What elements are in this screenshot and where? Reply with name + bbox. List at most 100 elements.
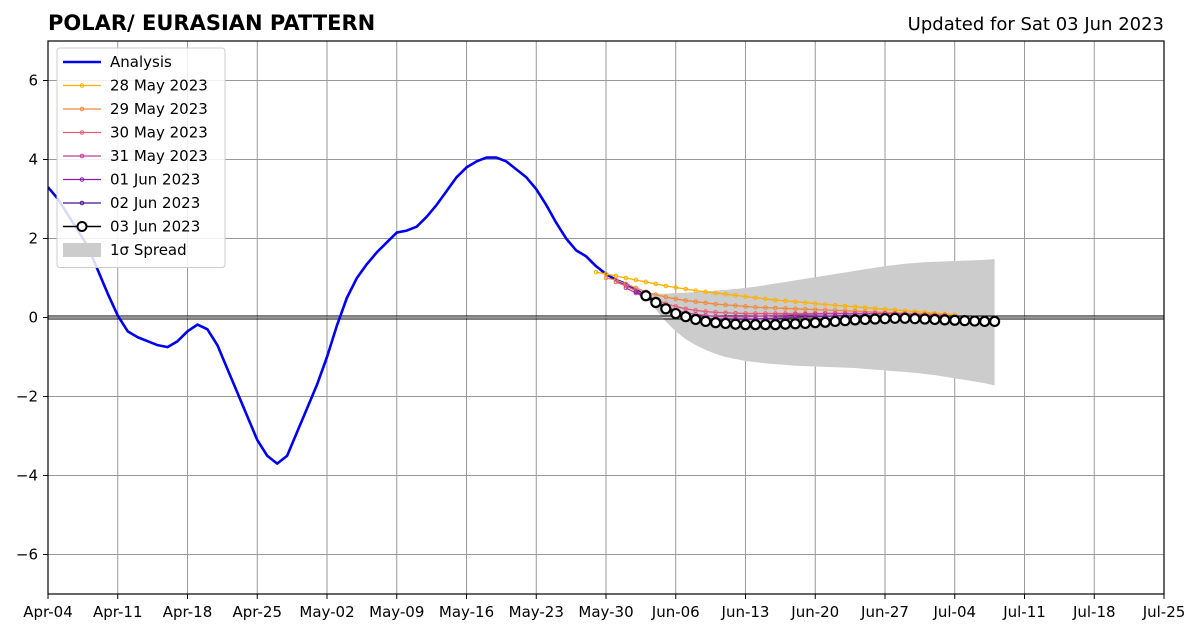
x-tick-label: Apr-11 bbox=[93, 603, 143, 621]
forecast-point bbox=[749, 319, 762, 331]
forecast-point bbox=[849, 314, 861, 326]
forecast-point bbox=[653, 281, 659, 287]
forecast-point bbox=[733, 314, 738, 320]
forecast-point bbox=[603, 275, 609, 281]
legend-forecast-marker bbox=[79, 130, 85, 135]
y-tick-label: −6 bbox=[16, 546, 38, 564]
x-tick-label: Apr-18 bbox=[163, 603, 213, 621]
forecast-point bbox=[802, 312, 808, 317]
forecast-point bbox=[822, 302, 828, 307]
forecast-point bbox=[793, 299, 798, 305]
x-tick-label: Jul-25 bbox=[1142, 603, 1186, 621]
forecast-point bbox=[673, 296, 679, 302]
legend-box bbox=[56, 47, 226, 268]
legend-spread-swatch bbox=[63, 243, 101, 257]
y-tick-label: 6 bbox=[28, 72, 38, 90]
y-tick-label: −2 bbox=[16, 388, 38, 406]
forecast-point bbox=[759, 319, 772, 331]
forecast-point bbox=[829, 315, 841, 328]
forecast-point bbox=[879, 313, 891, 325]
forecast-point bbox=[799, 317, 811, 330]
forecast-point bbox=[613, 277, 619, 283]
x-tick-label: Jun-20 bbox=[790, 603, 839, 621]
y-tick-label: −4 bbox=[16, 467, 38, 485]
forecast-point bbox=[822, 311, 828, 316]
forecast-point bbox=[839, 315, 851, 327]
forecast-point bbox=[733, 293, 738, 298]
forecast-point bbox=[723, 302, 728, 308]
forecast-point bbox=[640, 290, 652, 302]
forecast-point bbox=[773, 313, 778, 318]
forecast-point bbox=[663, 294, 669, 300]
legend-forecast-label: 29 May 2023 bbox=[110, 100, 208, 118]
plot-area bbox=[48, 156, 1164, 465]
forecast-point bbox=[743, 314, 748, 320]
x-tick-label: May-23 bbox=[509, 603, 564, 621]
forecast-point bbox=[769, 319, 781, 331]
legend-forecast-label: 31 May 2023 bbox=[110, 147, 208, 165]
forecast-point bbox=[939, 314, 951, 326]
x-tick-label: Jul-11 bbox=[1002, 603, 1046, 621]
forecast-point bbox=[763, 305, 768, 310]
forecast-point bbox=[783, 298, 788, 304]
forecast-point bbox=[773, 305, 778, 311]
legend-forecast-marker bbox=[79, 106, 85, 112]
forecast-point bbox=[693, 299, 698, 305]
forecast-point bbox=[793, 312, 798, 318]
legend-forecast-label: 30 May 2023 bbox=[110, 124, 208, 142]
x-tick-label: Apr-25 bbox=[233, 603, 283, 621]
forecast-point bbox=[633, 277, 639, 283]
x-tick-label: May-09 bbox=[369, 603, 424, 621]
forecast-point bbox=[929, 313, 941, 326]
forecast-point bbox=[703, 289, 708, 295]
legend-forecast-marker bbox=[79, 153, 85, 159]
forecast-point bbox=[723, 291, 728, 297]
forecast-point bbox=[979, 315, 991, 328]
axis-ticks: Apr-04 Apr-11 Apr-18 Apr-25 May-02 May-09 May-… bbox=[16, 72, 1185, 622]
x-tick-label: Jun-13 bbox=[721, 603, 770, 621]
forecast-point bbox=[909, 313, 921, 325]
analysis-line bbox=[48, 156, 647, 465]
legend-analysis-label: Analysis bbox=[110, 53, 172, 71]
forecast-point bbox=[753, 304, 758, 310]
forecast-point bbox=[680, 311, 692, 323]
x-tick-label: Jul-04 bbox=[932, 603, 976, 621]
legend-forecast-marker bbox=[79, 200, 85, 206]
legend: Analysis 28 May 2023 29 May 2023 30 May 202… bbox=[56, 47, 226, 268]
forecast-point bbox=[832, 302, 838, 308]
forecast-point bbox=[812, 301, 818, 306]
x-tick-label: May-02 bbox=[299, 603, 354, 621]
forecast-line bbox=[595, 271, 955, 316]
forecast-point bbox=[763, 296, 768, 302]
legend-forecast-label: 28 May 2023 bbox=[110, 77, 208, 95]
forecast-point bbox=[889, 312, 901, 324]
y-tick-label: 4 bbox=[28, 151, 38, 169]
forecast-point bbox=[683, 298, 689, 303]
legend-forecast-marker bbox=[76, 221, 88, 232]
forecast-point bbox=[899, 312, 911, 324]
forecast-point bbox=[743, 304, 748, 309]
y-tick-label: 2 bbox=[28, 230, 38, 248]
legend-forecast-marker bbox=[79, 177, 85, 182]
forecast-point bbox=[802, 306, 808, 312]
forecast-point bbox=[859, 313, 871, 326]
forecast-point bbox=[690, 313, 702, 326]
legend-forecast-label: 03 Jun 2023 bbox=[110, 218, 200, 236]
forecast-point bbox=[969, 315, 981, 327]
forecast-point bbox=[713, 301, 718, 307]
forecast-point bbox=[919, 313, 931, 325]
x-tick-label: Jul-18 bbox=[1072, 603, 1116, 621]
forecast-point bbox=[753, 314, 758, 319]
forecast-point bbox=[809, 317, 821, 329]
x-tick-label: May-30 bbox=[578, 603, 633, 621]
forecast-point bbox=[869, 313, 881, 325]
legend-spread-label: 1σ Spread bbox=[110, 241, 187, 259]
forecast-point bbox=[660, 303, 672, 315]
forecast-point bbox=[789, 318, 801, 330]
legend-forecast-label: 02 Jun 2023 bbox=[110, 194, 200, 212]
forecast-point bbox=[673, 285, 679, 290]
chart-title: POLAR/ EURASIAN PATTERN bbox=[48, 11, 375, 35]
x-tick-label: Apr-04 bbox=[23, 603, 73, 621]
forecast-point bbox=[779, 318, 791, 330]
